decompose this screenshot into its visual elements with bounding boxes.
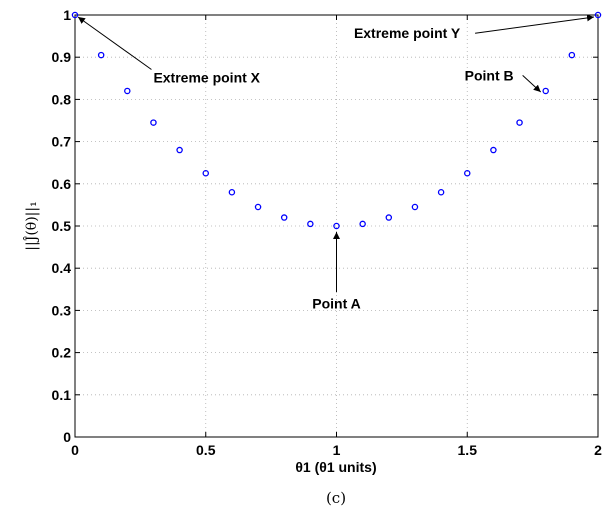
annotations: Extreme point X Extreme point Y Point B Poi… (77, 14, 595, 311)
y-tick-label: 0 (63, 429, 71, 445)
annotation-label: Point A (312, 295, 360, 311)
data-points (71, 11, 602, 230)
data-point (150, 119, 157, 126)
y-tick-label: 0.9 (52, 49, 72, 65)
annotation-label: Extreme point X (153, 70, 260, 86)
y-tick-label: 0.6 (52, 176, 72, 192)
y-tick-label: 0.4 (52, 260, 72, 276)
data-point (437, 188, 445, 196)
data-point (516, 119, 523, 126)
data-point (228, 188, 236, 196)
x-tick-label: 1.5 (458, 442, 478, 458)
data-point (307, 220, 314, 228)
data-point (359, 220, 366, 228)
data-point (542, 87, 549, 95)
annotation-label: Extreme point Y (354, 25, 461, 41)
x-tick-label: 0.5 (196, 442, 216, 458)
data-point (71, 11, 79, 19)
data-point (280, 214, 288, 221)
data-point (594, 11, 602, 19)
y-tick-label: 0.1 (52, 387, 72, 403)
figure-caption: (c) (326, 489, 346, 507)
x-tick-label: 1 (333, 442, 341, 458)
y-tick-label: 0.3 (52, 302, 72, 318)
annotation-arrow (475, 14, 595, 34)
y-tick-label: 0.7 (52, 134, 72, 150)
annotation-label: Point B (465, 67, 514, 83)
x-axis-label: θ1 (θ1 units) (295, 459, 376, 475)
data-point (254, 203, 262, 211)
annotation-arrow (77, 16, 152, 70)
data-point (124, 87, 131, 95)
x-tick-label: 2 (594, 442, 602, 458)
y-tick-label: 0.5 (52, 218, 72, 234)
x-tick-label: 0 (71, 442, 79, 458)
y-tick-label: 0.8 (52, 91, 72, 107)
data-point (490, 146, 497, 154)
y-axis-label: ||Ĵ(θ)||₁ (22, 201, 40, 250)
data-point (333, 222, 340, 230)
data-point (97, 51, 105, 59)
plot-area (75, 15, 598, 437)
data-point (463, 169, 471, 177)
data-point (385, 214, 393, 221)
data-point (411, 203, 419, 211)
annotation-arrow (522, 75, 542, 93)
y-tick-label: 0.2 (52, 345, 72, 361)
x-axis: 0 0.5 1 1.5 2 (71, 15, 602, 458)
y-tick-label: 1 (63, 7, 71, 23)
y-axis: 0 0.1 0.2 0.3 0.4 0.5 0.6 0.7 0.8 0.9 1 (52, 7, 598, 445)
data-point (568, 51, 576, 59)
data-point (176, 146, 183, 154)
data-point (202, 169, 209, 177)
